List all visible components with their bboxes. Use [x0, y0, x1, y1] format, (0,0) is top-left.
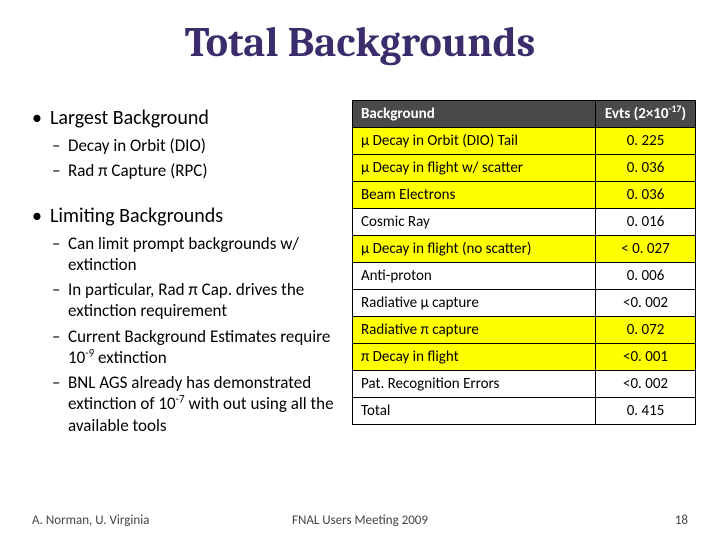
- slide-title: Total Backgrounds: [0, 18, 720, 67]
- footer-right: 18: [675, 513, 688, 528]
- cell-evts: 0. 225: [596, 128, 696, 155]
- cell-evts: <0. 002: [596, 290, 696, 317]
- list-item: Current Background Estimates require 10-…: [32, 326, 342, 369]
- cell-background: Anti-proton: [353, 263, 596, 290]
- cell-evts: <0. 001: [596, 344, 696, 371]
- table-row: π Decay in flight<0. 001: [353, 344, 696, 371]
- table-row: Radiative π capture0. 072: [353, 317, 696, 344]
- footer-left: A. Norman, U. Virginia: [32, 513, 149, 528]
- cell-background: μ Decay in flight (no scatter): [353, 236, 596, 263]
- col-background: Background: [353, 101, 596, 128]
- table-row: Cosmic Ray0. 016: [353, 209, 696, 236]
- table-row: Radiative μ capture<0. 002: [353, 290, 696, 317]
- list-item: Can limit prompt backgrounds w/ extincti…: [32, 233, 342, 276]
- table-row: μ Decay in Orbit (DIO) Tail0. 225: [353, 128, 696, 155]
- list-item: Decay in Orbit (DIO): [32, 135, 342, 156]
- table-row: μ Decay in flight (no scatter)< 0. 027: [353, 236, 696, 263]
- backgrounds-table: Background Evts (2×10-17) μ Decay in Orb…: [352, 100, 696, 425]
- cell-evts: 0. 036: [596, 182, 696, 209]
- cell-background: Beam Electrons: [353, 182, 596, 209]
- list-item: In particular, Rad π Cap. drives the ext…: [32, 279, 342, 322]
- footer: A. Norman, U. Virginia FNAL Users Meetin…: [0, 513, 720, 528]
- table-row: Anti-proton0. 006: [353, 263, 696, 290]
- cell-background: Cosmic Ray: [353, 209, 596, 236]
- cell-evts: < 0. 027: [596, 236, 696, 263]
- table-row: μ Decay in flight w/ scatter0. 036: [353, 155, 696, 182]
- slide: Total Backgrounds Largest Background Dec…: [0, 0, 720, 540]
- limiting-bg-heading: Limiting Backgrounds: [32, 204, 342, 229]
- cell-background: μ Decay in Orbit (DIO) Tail: [353, 128, 596, 155]
- left-column: Largest Background Decay in Orbit (DIO) R…: [32, 100, 342, 436]
- cell-evts: 0. 415: [596, 398, 696, 425]
- cell-background: μ Decay in flight w/ scatter: [353, 155, 596, 182]
- cell-background: Radiative μ capture: [353, 290, 596, 317]
- cell-background: π Decay in flight: [353, 344, 596, 371]
- cell-evts: 0. 036: [596, 155, 696, 182]
- cell-evts: 0. 016: [596, 209, 696, 236]
- cell-evts: <0. 002: [596, 371, 696, 398]
- table-header-row: Background Evts (2×10-17): [353, 101, 696, 128]
- table-row: Pat. Recognition Errors<0. 002: [353, 371, 696, 398]
- cell-background: Total: [353, 398, 596, 425]
- table-row: Total0. 415: [353, 398, 696, 425]
- list-item: BNL AGS already has demonstrated extinct…: [32, 372, 342, 436]
- cell-evts: 0. 006: [596, 263, 696, 290]
- cell-background: Radiative π capture: [353, 317, 596, 344]
- cell-evts: 0. 072: [596, 317, 696, 344]
- table-row: Beam Electrons0. 036: [353, 182, 696, 209]
- cell-background: Pat. Recognition Errors: [353, 371, 596, 398]
- largest-bg-heading: Largest Background: [32, 106, 342, 131]
- col-evts: Evts (2×10-17): [596, 101, 696, 128]
- list-item: Rad π Capture (RPC): [32, 160, 342, 181]
